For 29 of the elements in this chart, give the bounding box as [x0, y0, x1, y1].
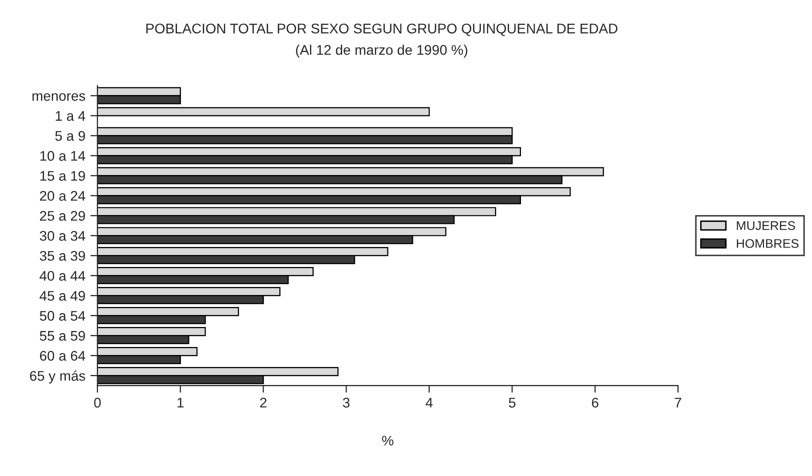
x-axis-title: % [382, 436, 394, 446]
y-tick-label: 10 a 14 [40, 150, 86, 161]
legend-label: MUJERES [736, 221, 796, 230]
y-tick-label: menores [32, 93, 86, 101]
chart-title: POBLACION TOTAL POR SEXO SEGUN GRUPO QUINQUENAL DE EDAD [146, 24, 618, 36]
chart-subtitle: (Al 12 de marzo de 1990 %) [296, 44, 468, 58]
y-tick-label: 55 a 59 [40, 330, 85, 341]
y-tick-label: 50 a 54 [40, 310, 86, 321]
y-tick-label: 20 a 24 [40, 190, 86, 201]
bar [97, 107, 430, 116]
y-tick-label: 25 a 29 [40, 210, 85, 221]
y-tick-label: 40 a 44 [40, 270, 86, 281]
y-tick-label: 5 a 9 [55, 130, 85, 141]
legend-label: HOMBRES [736, 239, 799, 248]
y-tick-label: 1 a 4 [56, 111, 86, 121]
x-tick-label: 0 [94, 398, 101, 408]
y-tick-label: 30 a 34 [40, 230, 86, 241]
x-tick-label: 6 [592, 398, 598, 408]
y-tick-label: 45 a 49 [40, 290, 85, 301]
x-tick-label: 1 [178, 398, 184, 408]
y-tick-label: 60 a 64 [40, 350, 86, 361]
y-tick-label: 35 a 39 [40, 250, 85, 261]
x-tick-label: 5 [508, 398, 516, 408]
x-tick-label: 7 [674, 398, 682, 408]
x-tick-label: 3 [342, 398, 350, 408]
y-tick-label: 65 y más [30, 370, 86, 384]
y-tick-label: 15 a 19 [40, 170, 85, 181]
x-tick-label: 4 [426, 398, 433, 408]
x-tick-label: 2 [260, 398, 266, 408]
